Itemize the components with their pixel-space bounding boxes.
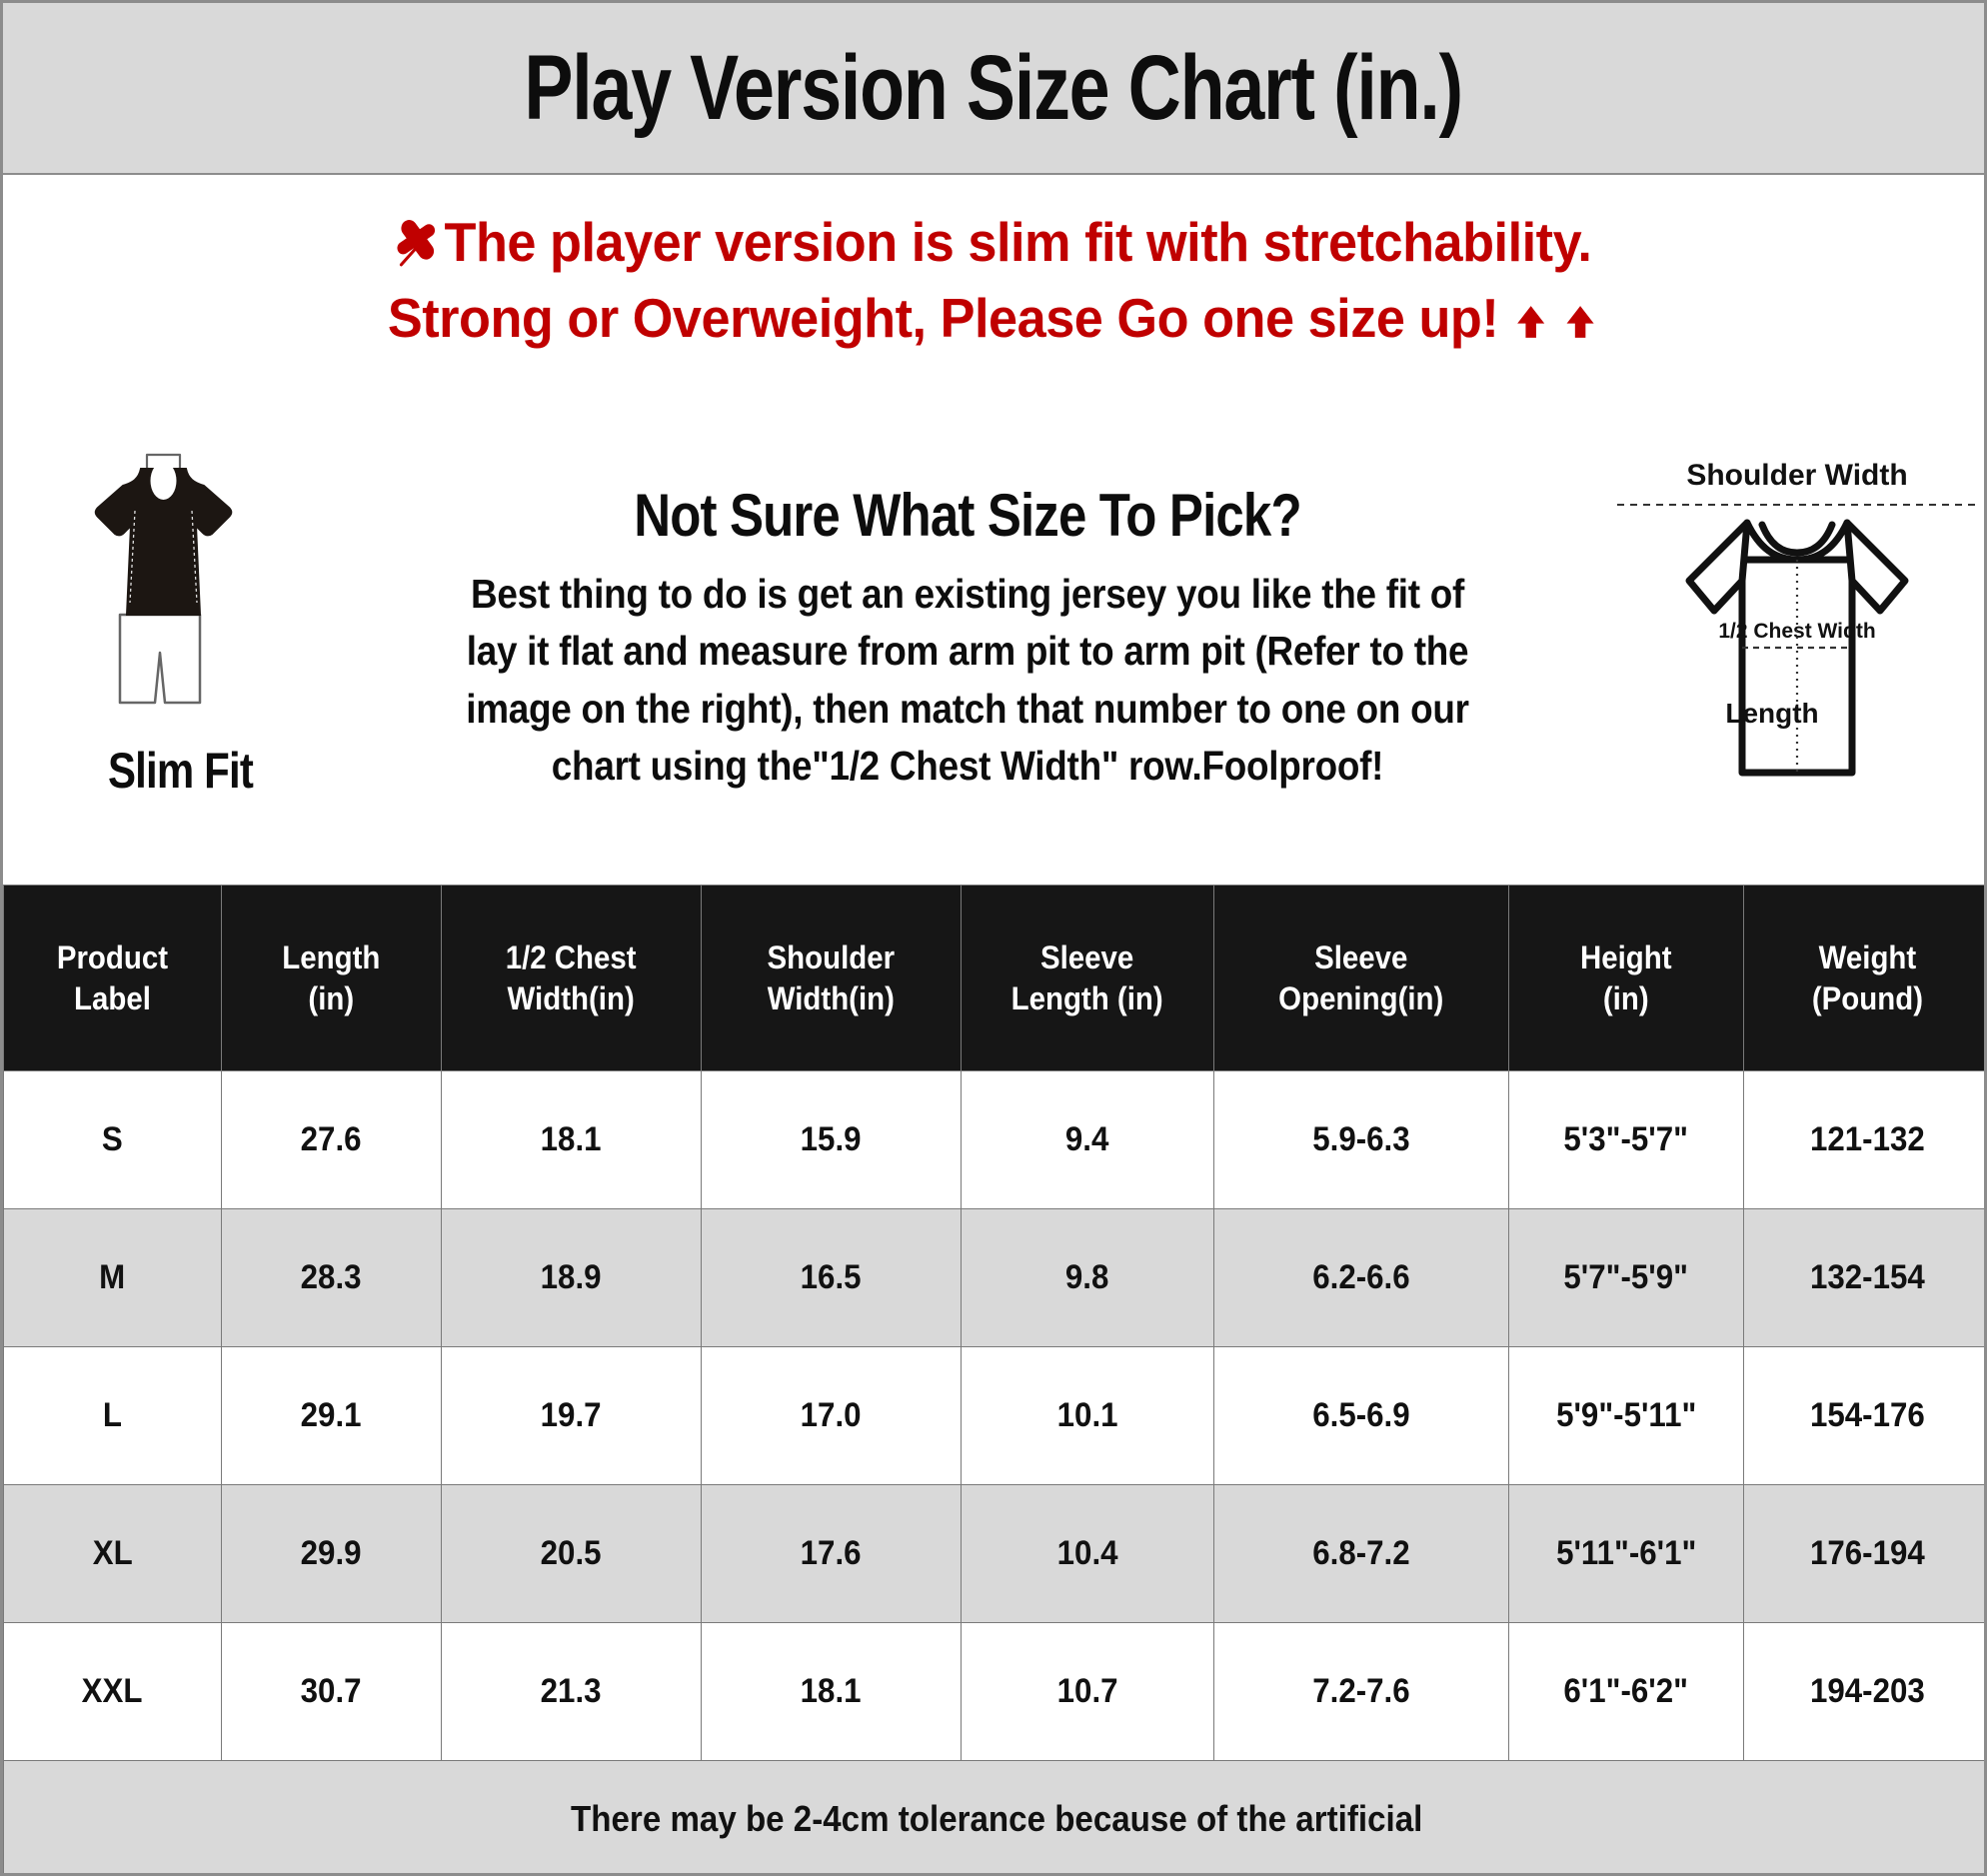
svg-text:Shoulder Width: Shoulder Width	[1686, 459, 1907, 492]
svg-text:Length: Length	[1725, 698, 1818, 729]
